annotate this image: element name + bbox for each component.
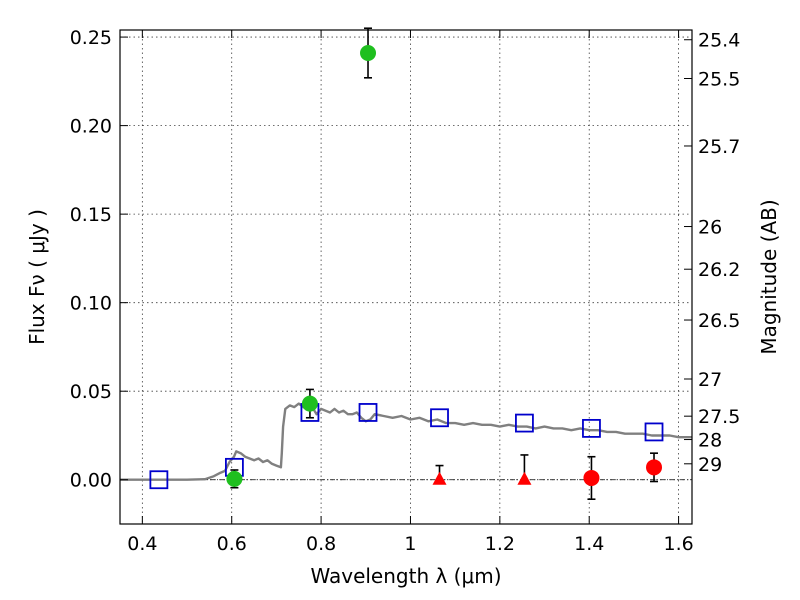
y-tick-label: 0.15 bbox=[70, 204, 112, 226]
data-points bbox=[149, 27, 664, 501]
mag-tick-label: 29 bbox=[698, 454, 722, 476]
upper-limit-triangle bbox=[432, 471, 447, 485]
x-tick-label: 1.6 bbox=[663, 533, 693, 555]
y-tick-label: 0.10 bbox=[70, 293, 112, 315]
grid-lines bbox=[120, 30, 692, 524]
x-tick-label: 1 bbox=[404, 533, 416, 555]
x-tick-label: 0.6 bbox=[217, 533, 247, 555]
model-band-square bbox=[515, 413, 534, 433]
x-tick-label: 0.8 bbox=[306, 533, 336, 555]
x-tick-label: 0.4 bbox=[127, 533, 157, 555]
y-tick-label: 0.00 bbox=[70, 470, 112, 492]
green-data-point bbox=[360, 45, 377, 62]
y2-axis-label: Magnitude (AB) bbox=[757, 199, 781, 354]
mag-tick-label: 26.2 bbox=[698, 259, 740, 281]
x-tick-label: 1.2 bbox=[485, 533, 515, 555]
mag-tick-label: 27 bbox=[698, 369, 722, 391]
red-data-point bbox=[583, 469, 600, 486]
y-tick-label: 0.20 bbox=[70, 116, 112, 138]
red-data-point bbox=[646, 459, 663, 476]
axis-ticks: 0.4 0.6 0.8 1 1.2 1.4 1.6 0.00 0.05 0.10 0.15 0.20 0… bbox=[70, 27, 741, 555]
mag-tick-label: 26.5 bbox=[698, 310, 740, 332]
x-axis-label: Wavelength λ (μm) bbox=[310, 564, 501, 588]
model-spectrum bbox=[120, 402, 692, 481]
model-band-square bbox=[644, 422, 664, 442]
y-tick-label: 0.05 bbox=[70, 381, 112, 403]
mag-tick-label: 25.4 bbox=[698, 30, 740, 52]
model-spectrum-line bbox=[120, 402, 692, 481]
green-data-point bbox=[226, 470, 243, 487]
mag-tick-label: 25.7 bbox=[698, 136, 740, 158]
mag-tick-label: 25.5 bbox=[698, 69, 740, 91]
x-tick-label: 1.4 bbox=[574, 533, 604, 555]
model-band-square bbox=[149, 470, 169, 490]
model-band-square bbox=[582, 418, 601, 438]
plot-frame bbox=[119, 29, 693, 525]
mag-tick-label: 28 bbox=[698, 430, 722, 452]
model-band-square bbox=[358, 403, 378, 422]
green-data-point bbox=[301, 395, 318, 412]
mag-tick-label: 27.5 bbox=[698, 406, 740, 428]
y-tick-label: 0.25 bbox=[70, 27, 112, 49]
y-axis-label: Flux Fν ( μJy ) bbox=[25, 209, 49, 345]
model-band-square bbox=[430, 408, 449, 428]
mag-tick-label: 26 bbox=[698, 217, 722, 239]
upper-limit-triangle bbox=[517, 471, 532, 485]
